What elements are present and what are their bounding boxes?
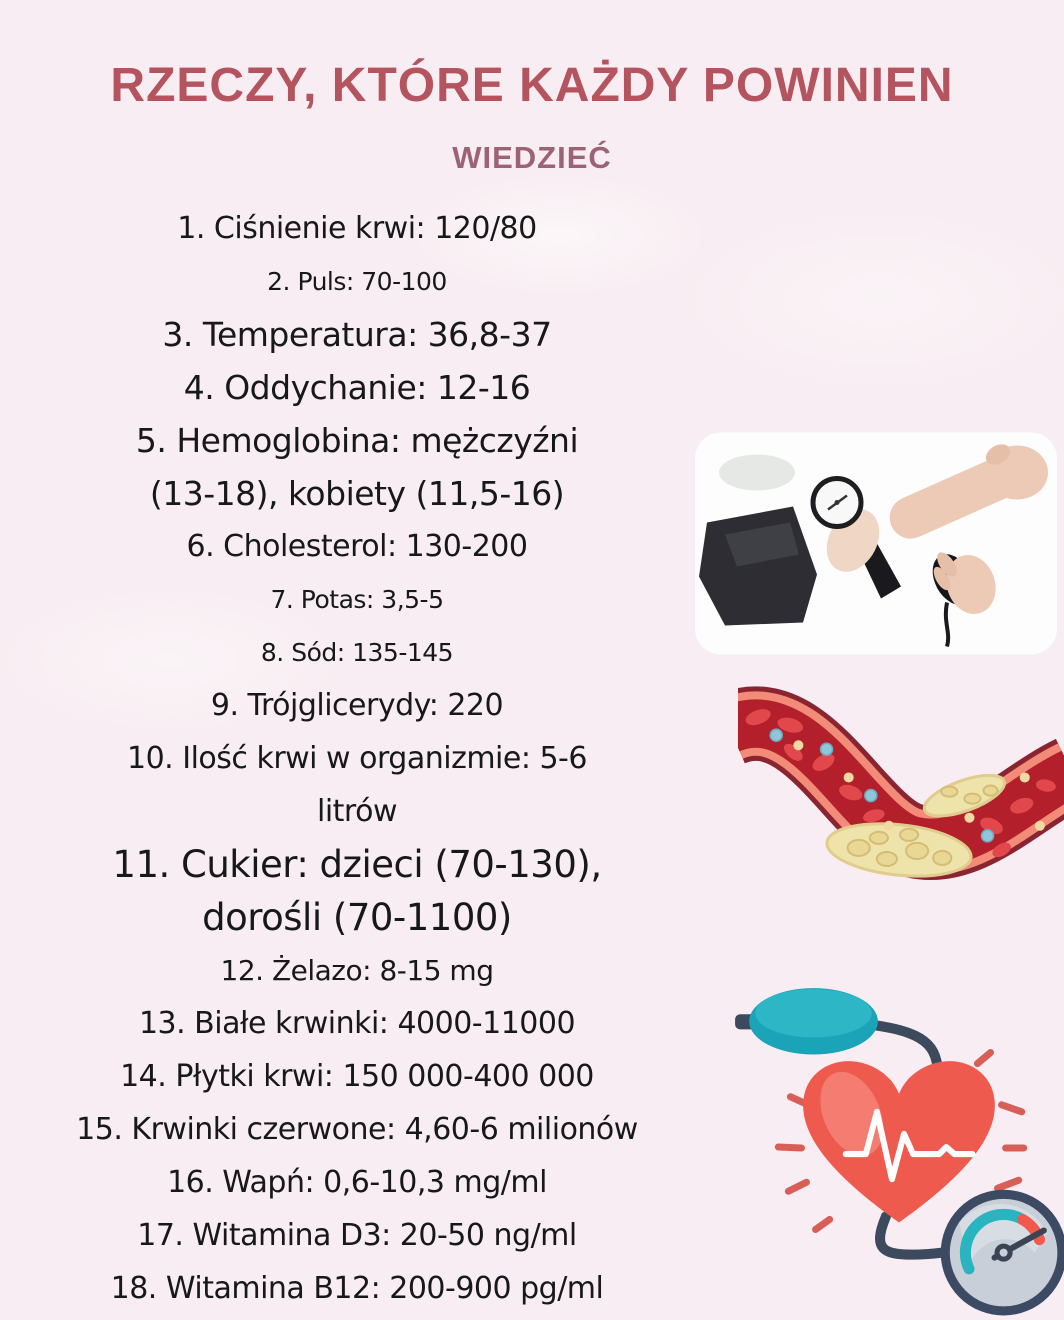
artery-illustration <box>738 686 1064 880</box>
list-item-text: 14. Płytki krwi: 150 000-400 000 <box>120 1059 594 1094</box>
pressure-gauge <box>810 476 901 599</box>
heart-icon <box>803 1061 995 1223</box>
red-blood-cells <box>745 709 1056 858</box>
blood-pressure-photo <box>695 432 1057 655</box>
blurred-object <box>719 454 795 491</box>
ecg-line <box>842 1108 976 1183</box>
list-item-text: 13. Białe krwinki: 4000-11000 <box>138 1006 576 1041</box>
list-item-text: 17. Witamina D3: 20-50 ng/ml <box>137 1218 577 1253</box>
bp-cuff <box>699 506 817 626</box>
list-item-text: 18. Witamina B12: 200-900 pg/ml <box>110 1271 604 1306</box>
heart-rays <box>774 1048 1028 1234</box>
list-item-text: 2. Puls: 70-100 <box>267 267 447 296</box>
list-item-text: 1. Ciśnienie krwi: 120/80 <box>177 211 537 246</box>
list-item-text: litrów <box>317 794 398 829</box>
blood-particles <box>769 728 1045 843</box>
cholesterol-plaque <box>825 773 1006 878</box>
health-values-list: 1. Ciśnienie krwi: 120/80 2. Puls: 70-10… <box>0 202 714 1315</box>
pump-bulb-icon <box>735 988 878 1055</box>
patient-arm <box>889 444 1048 539</box>
list-item-text: 6. Cholesterol: 130-200 <box>186 529 528 564</box>
list-item-text: 3. Temperatura: 36,8-37 <box>162 315 552 354</box>
list-item-text: 4. Oddychanie: 12-16 <box>183 368 531 407</box>
page-title: RZECZY, KTÓRE KAŻDY POWINIEN <box>110 59 954 112</box>
list-item-text: 11. Cukier: dzieci (70-130), <box>112 843 602 886</box>
list-item-text: 12. Żelazo: 8-15 mg <box>220 954 494 987</box>
list-item-text: 10. Ilość krwi w organizmie: 5-6 <box>127 741 587 776</box>
list-item-text: 9. Trójglicerydy: 220 <box>210 688 504 723</box>
list-item-text: 7. Potas: 3,5-5 <box>270 585 444 614</box>
list-item-text: 15. Krwinki czerwone: 4,60-6 milionów <box>76 1112 638 1147</box>
list-item-text: 5. Hemoglobina: mężczyźni <box>135 421 579 460</box>
list-item-text: 8. Sód: 135-145 <box>260 638 454 667</box>
list-item-text: 16. Wapń: 0,6-10,3 mg/ml <box>167 1165 547 1200</box>
page-subtitle: WIEDZIEĆ <box>452 140 612 175</box>
list-item-text: dorośli (70-1100) <box>202 896 512 939</box>
heart-gauge-illustration <box>735 988 1064 1316</box>
pump-bulb <box>932 552 996 648</box>
pressure-gauge-icon <box>940 1189 1064 1316</box>
list-item-text: (13-18), kobiety (11,5-16) <box>149 474 565 513</box>
